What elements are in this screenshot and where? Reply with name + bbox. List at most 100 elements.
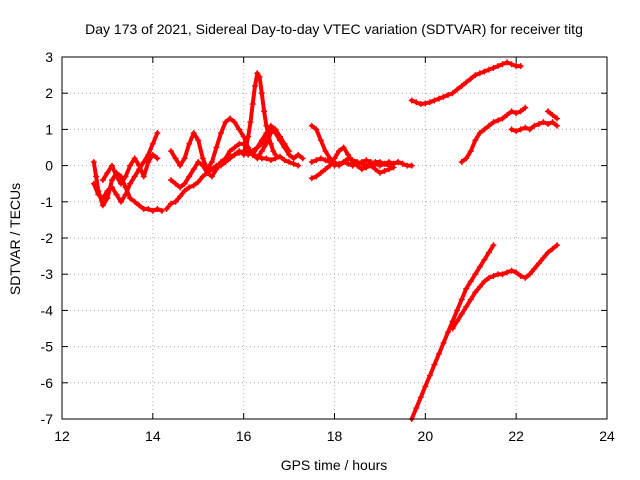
data-point (181, 180, 188, 187)
data-point (435, 95, 442, 102)
x-axis: 12 14 16 18 20 22 24 (54, 57, 615, 444)
data-point (256, 73, 263, 80)
y-tick-label: 0 (45, 158, 53, 174)
y-tick-label: -6 (41, 375, 54, 391)
data-point (136, 162, 143, 169)
data-point (544, 120, 551, 127)
data-point (540, 254, 547, 261)
data-point (381, 168, 388, 175)
data-point (463, 303, 470, 310)
x-tick-label: 22 (508, 428, 524, 444)
data-point (317, 137, 324, 144)
plot-series (90, 59, 561, 422)
data-point (172, 180, 179, 187)
data-point (454, 307, 461, 314)
data-point (372, 160, 379, 167)
x-tick-label: 20 (418, 428, 434, 444)
data-point (99, 202, 106, 209)
data-point (186, 140, 193, 147)
data-point (168, 200, 174, 207)
data-point (544, 108, 551, 115)
data-point (245, 133, 252, 140)
series-arc-n (508, 119, 561, 135)
data-point (140, 173, 147, 180)
data-point (472, 289, 479, 296)
data-point (172, 198, 179, 205)
y-tick-label: -1 (41, 194, 54, 210)
data-point (118, 198, 125, 205)
data-point (149, 151, 156, 158)
data-point (372, 166, 379, 173)
data-point (485, 274, 492, 281)
data-point (508, 267, 515, 274)
y-tick-label: 3 (45, 49, 53, 65)
data-point (208, 158, 215, 165)
data-point (367, 158, 374, 165)
chart-title: Day 173 of 2021, Sidereal Day-to-day VTE… (85, 21, 583, 37)
data-point (481, 278, 488, 285)
data-point (440, 93, 447, 100)
data-point (213, 166, 220, 173)
data-point (195, 178, 202, 185)
data-point (426, 372, 433, 379)
data-point (317, 169, 324, 176)
data-point (242, 144, 249, 151)
data-point (390, 160, 397, 167)
data-point (363, 157, 370, 164)
data-point (431, 361, 438, 368)
data-point (181, 155, 188, 162)
data-point (199, 162, 206, 169)
data-point (290, 160, 297, 167)
data-point (476, 70, 483, 77)
data-point (172, 155, 179, 162)
data-point (163, 206, 170, 213)
data-point (217, 130, 224, 137)
data-point (467, 75, 474, 82)
data-point (208, 173, 215, 180)
data-point (435, 350, 442, 357)
data-point (154, 130, 161, 137)
x-tick-label: 18 (327, 428, 343, 444)
x-axis-label: GPS time / hours (281, 457, 388, 473)
data-point (481, 68, 488, 75)
data-point (204, 169, 211, 176)
data-point (513, 269, 520, 276)
data-point (522, 274, 529, 281)
data-point (190, 182, 197, 189)
data-point (408, 97, 415, 104)
data-point (499, 61, 506, 68)
data-point (252, 82, 259, 89)
data-point (308, 122, 315, 129)
data-point (458, 296, 465, 303)
data-point (313, 157, 320, 164)
x-tick-label: 16 (236, 428, 252, 444)
data-point (254, 144, 261, 151)
data-point (513, 128, 520, 135)
data-point (467, 278, 474, 285)
data-point (127, 180, 134, 187)
data-point (363, 164, 370, 171)
data-point (376, 162, 383, 169)
data-point (458, 311, 465, 318)
data-point (358, 166, 365, 173)
data-point (326, 158, 333, 165)
data-point (231, 119, 238, 126)
data-point (149, 207, 156, 214)
data-point (517, 126, 524, 133)
data-point (227, 148, 234, 155)
data-point (113, 191, 120, 198)
x-tick-label: 14 (145, 428, 161, 444)
data-point (295, 162, 302, 169)
data-point (145, 206, 152, 213)
data-point (313, 173, 320, 180)
data-point (399, 160, 406, 167)
series-arc-q (449, 242, 561, 332)
data-point (199, 173, 206, 180)
data-point (249, 101, 256, 108)
y-tick-label: 2 (45, 85, 53, 101)
data-point (522, 124, 529, 131)
data-point (263, 155, 270, 162)
data-point (549, 119, 556, 126)
data-point (181, 187, 188, 194)
data-point (277, 153, 283, 160)
